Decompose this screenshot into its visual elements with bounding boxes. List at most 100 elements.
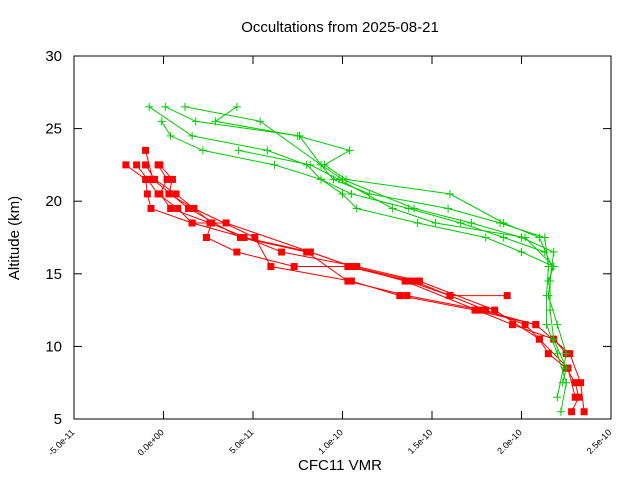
data-point	[353, 263, 361, 271]
series-7	[161, 102, 571, 416]
data-point	[157, 117, 166, 126]
series-4	[142, 161, 511, 300]
data-point	[521, 321, 529, 329]
x-tick-label: 2.0e-10	[495, 427, 524, 456]
data-point	[168, 175, 176, 183]
series-9	[211, 102, 571, 402]
data-point	[345, 146, 354, 155]
data-point	[306, 248, 314, 256]
data-point	[263, 146, 272, 155]
series-line	[159, 164, 536, 326]
x-tick-label: 2.5e-10	[585, 427, 614, 456]
data-point	[445, 189, 454, 198]
data-point	[405, 277, 413, 285]
series-line	[145, 150, 585, 412]
data-point	[562, 349, 571, 358]
series-12	[234, 146, 558, 286]
data-point	[456, 218, 465, 227]
data-point	[473, 306, 481, 314]
y-tick-label: 5	[54, 411, 62, 428]
data-point	[347, 263, 355, 271]
series-line	[145, 164, 508, 297]
data-point	[580, 408, 588, 416]
y-tick-labels: 5 10 15 20 25 30	[45, 48, 62, 428]
data-point	[156, 161, 164, 169]
data-point	[167, 204, 175, 212]
data-point	[306, 160, 315, 169]
data-point	[278, 248, 286, 256]
data-point	[575, 393, 583, 401]
data-point	[478, 306, 486, 314]
data-point	[342, 175, 351, 184]
data-series	[122, 102, 588, 416]
data-point	[290, 263, 298, 271]
series-line	[157, 164, 576, 398]
y-tick-label: 20	[45, 193, 62, 210]
data-point	[190, 204, 198, 212]
x-tick-label: 5.0e-11	[227, 427, 255, 455]
data-point	[499, 233, 508, 242]
data-point	[401, 277, 409, 285]
y-tick-label: 15	[45, 266, 62, 283]
series-2	[142, 146, 588, 416]
data-point	[161, 102, 170, 111]
data-point	[571, 379, 579, 387]
data-point	[542, 320, 551, 329]
series-1	[133, 161, 583, 416]
data-point	[503, 292, 511, 300]
x-tick-label: 0.0e+00	[136, 427, 166, 457]
data-point	[553, 320, 562, 329]
x-axis-label: CFC11 VMR	[298, 457, 382, 474]
data-point	[145, 102, 154, 111]
data-point	[549, 248, 558, 257]
data-point	[481, 233, 490, 242]
data-point	[413, 218, 422, 227]
data-point	[577, 379, 585, 387]
data-point	[251, 234, 259, 241]
data-point	[236, 234, 244, 241]
data-point	[444, 204, 453, 213]
data-point	[133, 161, 141, 169]
data-point	[344, 277, 352, 285]
series-line	[214, 106, 567, 398]
data-point	[482, 306, 490, 314]
data-point	[180, 102, 189, 111]
series-6	[122, 161, 570, 358]
data-point	[544, 350, 552, 358]
data-point	[317, 175, 326, 184]
data-point	[396, 292, 404, 300]
x-tick-labels: -5.0e-11 0.0e+00 5.0e-11 1.0e-10 1.5e-10 2.0e…	[46, 427, 613, 457]
data-point	[267, 263, 275, 271]
y-tick-label: 25	[45, 121, 62, 138]
series-5	[156, 161, 540, 329]
data-point	[431, 218, 440, 227]
data-point	[535, 335, 543, 343]
data-point	[571, 393, 579, 401]
data-point	[540, 248, 549, 257]
data-point	[568, 408, 576, 416]
data-point	[334, 175, 343, 184]
data-point	[535, 233, 544, 242]
data-point	[165, 190, 173, 198]
data-point	[198, 146, 207, 155]
data-point	[544, 277, 553, 286]
data-point	[338, 189, 347, 198]
data-point	[553, 393, 562, 402]
y-tick-label: 10	[45, 338, 62, 355]
data-point	[233, 248, 241, 256]
data-point	[185, 204, 193, 212]
data-point	[320, 160, 329, 169]
data-point	[347, 189, 356, 198]
data-point	[166, 131, 175, 140]
data-point	[142, 161, 150, 169]
data-point	[232, 102, 241, 111]
data-point	[156, 190, 164, 198]
x-tick-label: 1.0e-10	[316, 427, 345, 456]
data-point	[122, 161, 130, 169]
series-line	[238, 149, 555, 282]
data-point	[352, 204, 361, 213]
data-point	[415, 277, 423, 285]
data-point	[234, 146, 243, 155]
y-axis-label: Altitude (km)	[6, 196, 23, 280]
data-point	[142, 146, 150, 154]
